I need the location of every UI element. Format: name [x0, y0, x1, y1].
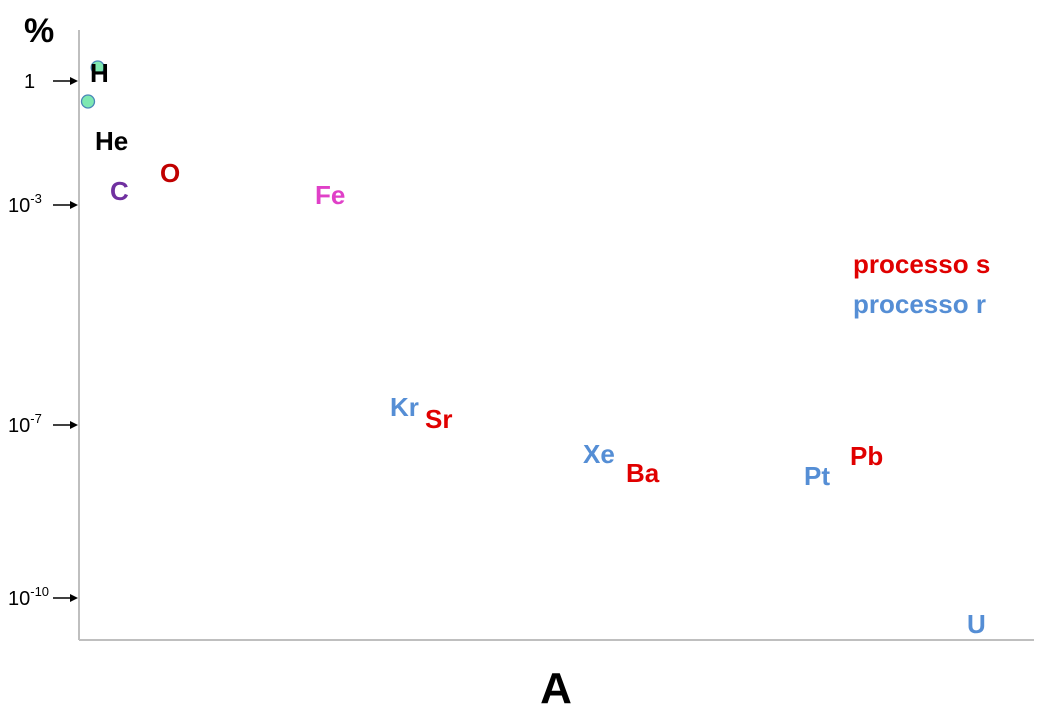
element-label-ba: Ba	[626, 458, 660, 488]
element-label-sr: Sr	[425, 404, 452, 434]
data-point	[80, 94, 96, 109]
y-tick-arrowhead	[70, 77, 78, 85]
legend-item-s-process: processo s	[853, 249, 990, 279]
element-label-h: H	[90, 58, 109, 88]
element-label-pt: Pt	[804, 461, 830, 491]
y-tick-arrowhead	[70, 421, 78, 429]
element-label-o: O	[160, 158, 180, 188]
data-points	[80, 60, 105, 109]
y-tick-arrowhead	[70, 594, 78, 602]
axes	[78, 30, 1034, 641]
x-axis-label: A	[540, 664, 572, 713]
element-labels: H He C O Fe Kr Sr Xe Ba Pt Pb U	[90, 58, 986, 639]
element-label-u: U	[967, 609, 986, 639]
element-label-fe: Fe	[315, 180, 345, 210]
element-label-xe: Xe	[583, 439, 615, 469]
y-tick-label: 10-3	[8, 191, 42, 217]
y-axis-label: %	[24, 12, 54, 50]
data-point	[90, 60, 105, 75]
element-label-kr: Kr	[390, 392, 419, 422]
y-tick-label: 10-10	[8, 584, 49, 610]
legend-item-r-process: processo r	[853, 289, 986, 319]
y-tick-label: 10-7	[8, 411, 42, 437]
y-tick-group: 1 10-3 10-7 10-10	[8, 71, 78, 610]
legend: processo s processo r	[853, 249, 990, 319]
element-label-c: C	[110, 176, 129, 206]
element-label-he: He	[95, 126, 128, 156]
element-label-pb: Pb	[850, 441, 883, 471]
y-tick-label: 1	[24, 71, 35, 93]
y-tick-arrowhead	[70, 201, 78, 209]
